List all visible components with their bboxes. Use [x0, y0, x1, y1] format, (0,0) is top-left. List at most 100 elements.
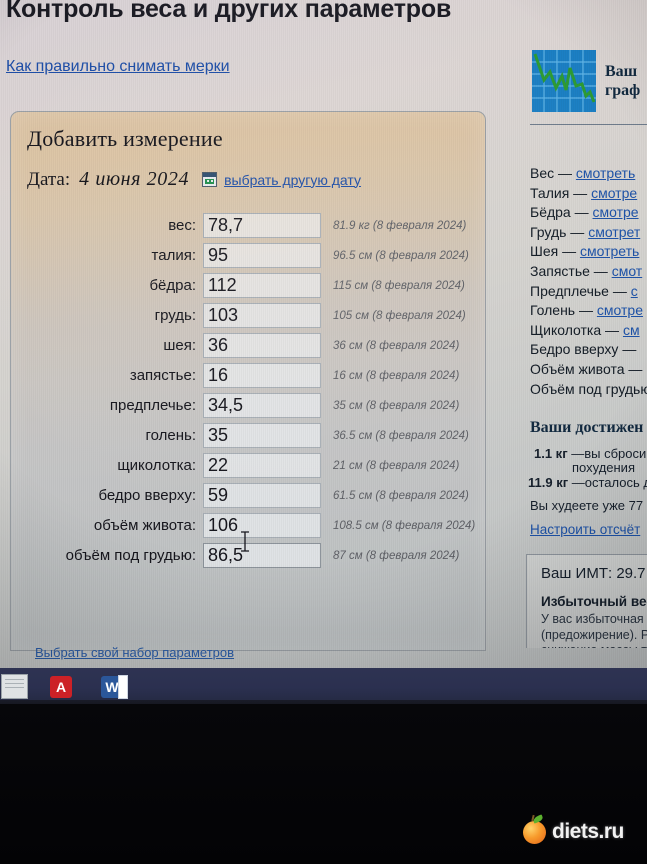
measurement-input[interactable]	[203, 423, 321, 448]
line-chart-icon	[532, 50, 596, 112]
measurement-row: талия: 96.5 см (8 февраля 2024)	[11, 241, 485, 270]
windows-taskbar: A W	[0, 668, 647, 704]
metric-view-link[interactable]: смотрет	[588, 223, 641, 240]
taskbar-item-explorer-window-icon[interactable]	[1, 674, 28, 699]
measurement-input[interactable]	[203, 453, 321, 478]
measurement-fields: вес: 81.9 кг (8 февраля 2024) талия: 96.5 с…	[11, 211, 485, 571]
metric-line: Запястье — смот	[530, 262, 643, 279]
measurement-row: щиколотка: 21 см (8 февраля 2024)	[11, 451, 485, 480]
calendar-icon[interactable]	[202, 172, 218, 187]
measurement-row: голень: 36.5 см (8 февраля 2024)	[11, 421, 485, 450]
measurement-input[interactable]	[203, 243, 321, 268]
field-label: грудь:	[154, 307, 196, 324]
measurement-input[interactable]	[203, 273, 321, 298]
measurement-input[interactable]	[203, 483, 321, 508]
field-label: щиколотка:	[117, 457, 196, 474]
metric-name: Щиколотка	[530, 321, 602, 338]
previous-value-hint: 96.5 см (8 февраля 2024)	[333, 249, 469, 262]
watermark-text: diets.ru	[552, 820, 624, 843]
achievements-title: Ваши достижен	[530, 419, 644, 436]
measurement-input[interactable]	[203, 513, 321, 538]
taskbar-item-adobe-acrobat-icon[interactable]: A	[50, 676, 72, 698]
taskbar-item-microsoft-word-icon[interactable]: W	[101, 675, 128, 699]
achievement-remaining: 11.9 кг —осталось д	[528, 475, 647, 490]
metric-view-link[interactable]: смот	[611, 262, 643, 279]
choose-another-date-link[interactable]: выбрать другую дату	[224, 171, 361, 188]
previous-value-hint: 35 см (8 февраля 2024)	[333, 399, 460, 412]
chart-caption-line-2: граф	[605, 82, 641, 99]
achievement-lost: 1.1 кг —вы сброси	[534, 446, 646, 461]
measurement-row: объём живота: 108.5 см (8 февраля 2024)	[11, 511, 485, 540]
bmi-title: Ваш ИМТ: 29.7	[541, 565, 646, 582]
field-label: объём живота:	[93, 517, 196, 534]
chart-promo[interactable]: Ваш граф	[532, 50, 640, 112]
measurement-row: вес: 81.9 кг (8 февраля 2024)	[11, 211, 485, 240]
previous-value-hint: 108.5 см (8 февраля 2024)	[333, 519, 476, 532]
previous-value-hint: 36.5 см (8 февраля 2024)	[333, 429, 469, 442]
how-to-measure-link[interactable]: Как правильно снимать мерки	[6, 58, 230, 75]
metric-name: Бёдра	[530, 204, 571, 221]
date-label: Дата:	[27, 168, 71, 190]
field-label: вес:	[168, 217, 196, 234]
metric-name: Шея	[530, 243, 559, 260]
previous-value-hint: 16 см (8 февраля 2024)	[333, 369, 460, 382]
divider	[530, 124, 647, 125]
measurement-input[interactable]	[203, 213, 321, 238]
metric-line: Щиколотка — см	[530, 321, 640, 338]
metric-view-link[interactable]: смотре	[591, 184, 638, 201]
field-label: талия:	[151, 247, 196, 264]
panel-title: Добавить измерение	[27, 126, 223, 151]
metric-line: Грудь — смотрет	[530, 223, 641, 240]
chart-promo-caption: Ваш граф	[605, 62, 640, 100]
metric-view-link[interactable]: смотреть	[579, 243, 640, 260]
metric-view-link[interactable]: смотре	[596, 302, 643, 319]
previous-value-hint: 87 см (8 февраля 2024)	[333, 549, 460, 562]
metric-name: Голень	[530, 302, 576, 319]
previous-value-hint: 115 см (8 февраля 2024)	[333, 279, 465, 292]
metric-link-list: Вес — смотреть Талия — смотре Бёдра — смот…	[530, 164, 647, 399]
page-title: Контроль веса и других параметров	[6, 0, 452, 23]
metric-line: Объём под грудью —	[530, 380, 647, 400]
measurement-input[interactable]	[203, 363, 321, 388]
monitor-screen: Контроль веса и других параметров Как пр…	[0, 0, 647, 672]
word-page-decoration	[118, 675, 128, 699]
bmi-description: У вас избыточная м (предожирение). Ре сн…	[541, 612, 647, 648]
achievement-days: Вы худеете уже 77	[530, 498, 644, 513]
achievement-lost-text: —вы сброси	[571, 446, 647, 461]
achievement-lost-value: 1.1 кг	[534, 446, 568, 461]
bmi-card: Ваш ИМТ: 29.7 Избыточный вес У вас избыт…	[526, 554, 647, 648]
metric-line: Голень — смотре	[530, 302, 643, 319]
measurement-row: бедро вверху: 61.5 см (8 февраля 2024)	[11, 481, 485, 510]
bmi-status-badge: Избыточный вес	[541, 594, 647, 609]
measurement-input[interactable]	[203, 333, 321, 358]
field-label: шея:	[163, 337, 196, 354]
metric-name: Объём под грудью	[530, 380, 647, 397]
metric-view-link[interactable]: смотре	[592, 204, 639, 221]
measurement-input[interactable]	[203, 543, 321, 568]
metric-view-link[interactable]: см	[622, 321, 640, 338]
metric-name: Запястье	[530, 262, 590, 279]
field-label: запястье:	[129, 367, 196, 384]
choose-parameter-set-link[interactable]: Выбрать свой набор параметров	[35, 645, 235, 660]
field-label: объём под грудью:	[65, 547, 196, 564]
metric-view-link[interactable]: с	[630, 282, 638, 299]
previous-value-hint: 36 см (8 февраля 2024)	[333, 339, 460, 352]
metric-view-link[interactable]: смотреть	[575, 165, 636, 181]
metric-name: Бедро вверху	[530, 341, 619, 358]
measurement-input[interactable]	[203, 303, 321, 328]
achievement-remaining-value: 11.9 кг	[528, 475, 569, 490]
configure-countdown-link[interactable]: Настроить отсчёт	[530, 522, 641, 537]
acrobat-glyph: A	[55, 679, 67, 695]
metric-line: Талия — смотре	[530, 184, 638, 201]
measurement-row: грудь: 105 см (8 февраля 2024)	[11, 301, 485, 330]
previous-value-hint: 81.9 кг (8 февраля 2024)	[333, 219, 467, 232]
metric-line: Вес — смотреть	[530, 165, 636, 181]
date-value: 4 июня 2024	[79, 168, 190, 190]
metric-name: Вес	[530, 165, 555, 181]
measurement-row: запястье: 16 см (8 февраля 2024)	[11, 361, 485, 390]
measurement-row: объём под грудью: 87 см (8 февраля 2024)	[11, 541, 485, 570]
metric-line: Объём живота —	[530, 360, 643, 377]
metric-line: Бёдра — смотре	[530, 204, 639, 221]
measurement-input[interactable]	[203, 393, 321, 418]
apple-logo-icon	[523, 820, 546, 844]
